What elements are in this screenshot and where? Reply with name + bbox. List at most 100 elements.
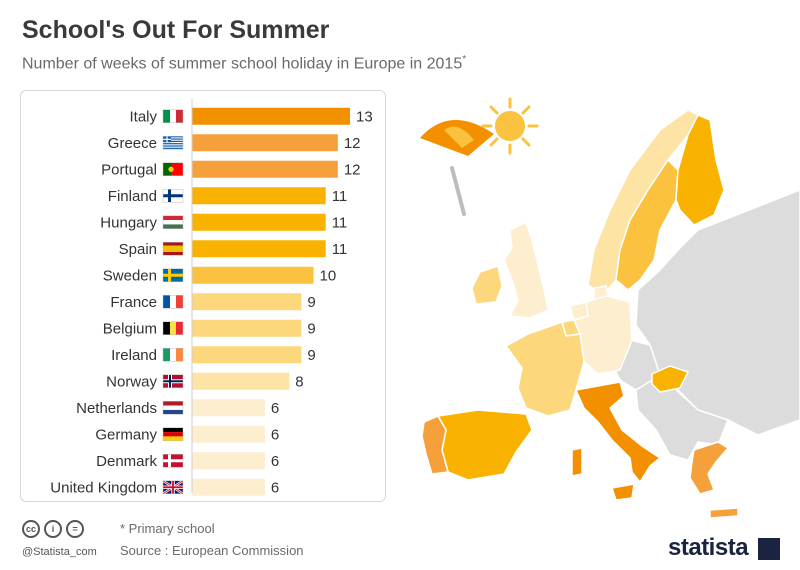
category-label: Spain xyxy=(119,241,157,258)
footnote: * Primary school xyxy=(120,521,215,536)
category-label: Hungary xyxy=(100,214,157,231)
map-crete xyxy=(709,507,739,519)
chart-title: School's Out For Summer xyxy=(22,16,330,44)
category-label: Italy xyxy=(129,108,157,125)
bar xyxy=(192,319,302,337)
bar xyxy=(192,452,265,470)
bar-row-germany: Germany 6 xyxy=(95,425,279,443)
map-germany xyxy=(572,295,633,375)
umbrella-canopy-stripe xyxy=(444,126,474,148)
bar-row-netherlands: Netherlands 6 xyxy=(76,399,279,417)
bar-chart-panel: Italy 13 Greece 12 Portugal 12 Finland 11 Hungar… xyxy=(20,90,386,502)
map-portugal xyxy=(421,415,449,475)
value-label: 13 xyxy=(356,108,373,125)
category-label: Denmark xyxy=(96,453,157,470)
sun-disc xyxy=(495,111,525,141)
map-sardinia xyxy=(571,447,583,477)
bar xyxy=(192,160,338,178)
europe-map xyxy=(398,90,800,530)
bar xyxy=(192,266,314,284)
bar-row-ireland: Ireland 9 xyxy=(111,346,316,364)
bar xyxy=(192,478,265,496)
value-label: 6 xyxy=(271,400,279,417)
bar-row-france: France 9 xyxy=(110,293,316,311)
flag-gr-icon xyxy=(162,136,184,150)
bar-row-united-kingdom: United Kingdom 6 xyxy=(50,478,279,496)
category-label: Portugal xyxy=(101,161,157,178)
flag-nl-icon xyxy=(162,401,184,415)
sun-illustration xyxy=(481,97,539,155)
map-italy xyxy=(574,381,662,484)
flag-fr-icon xyxy=(162,295,184,309)
value-label: 6 xyxy=(271,479,279,496)
bar xyxy=(192,213,326,231)
flag-no-icon xyxy=(162,374,184,388)
bar-row-denmark: Denmark 6 xyxy=(96,452,279,470)
flag-gb-icon xyxy=(162,479,184,495)
category-label: United Kingdom xyxy=(50,479,157,496)
flag-be-icon xyxy=(162,321,184,335)
value-label: 11 xyxy=(332,188,348,205)
value-label: 9 xyxy=(307,320,315,337)
flag-ie-icon xyxy=(162,348,184,362)
value-label: 9 xyxy=(307,347,315,364)
bar xyxy=(192,187,326,205)
map-finland xyxy=(675,114,725,226)
category-label: Belgium xyxy=(103,320,157,337)
no-derivatives-icon: = xyxy=(66,520,84,538)
bar-row-norway: Norway 8 xyxy=(106,372,304,390)
bar xyxy=(192,293,302,311)
value-label: 11 xyxy=(332,241,348,258)
attribution-icon: i xyxy=(44,520,62,538)
value-label: 9 xyxy=(307,294,315,311)
category-label: Sweden xyxy=(103,267,157,284)
source-note: Source : European Commission xyxy=(120,543,304,558)
bar xyxy=(192,240,326,258)
bar xyxy=(192,134,338,152)
map-uk xyxy=(503,220,549,319)
bar-row-spain: Spain 11 xyxy=(119,240,348,258)
bar xyxy=(192,346,302,364)
bar-row-belgium: Belgium 9 xyxy=(103,319,316,337)
map-balkans xyxy=(635,374,729,461)
statista-logo-mark xyxy=(758,538,780,560)
subtitle-text: Number of weeks of summer school holiday… xyxy=(22,55,463,73)
category-label: Germany xyxy=(95,426,157,443)
map-hungary xyxy=(651,365,690,393)
chart-subtitle: Number of weeks of summer school holiday… xyxy=(22,54,466,73)
map-ireland xyxy=(471,265,503,305)
subtitle-footnote-mark: * xyxy=(462,54,467,65)
bar-row-portugal: Portugal 12 xyxy=(101,160,361,178)
category-label: Greece xyxy=(108,135,157,152)
bar-row-hungary: Hungary 11 xyxy=(100,213,348,231)
statista-handle[interactable]: @Statista_com xyxy=(22,546,97,558)
bar xyxy=(192,107,350,125)
value-label: 8 xyxy=(295,373,303,390)
category-label: Norway xyxy=(106,373,157,390)
bar-row-sweden: Sweden 10 xyxy=(103,266,337,284)
bar-row-greece: Greece 12 xyxy=(108,134,361,152)
map-greece xyxy=(689,441,730,495)
bar xyxy=(192,399,265,417)
value-label: 10 xyxy=(320,267,337,284)
flag-es-icon xyxy=(162,242,184,256)
footer: cc i = @Statista_com * Primary school So… xyxy=(0,510,800,570)
bar xyxy=(192,372,290,390)
value-label: 12 xyxy=(344,135,361,152)
bar-row-finland: Finland 11 xyxy=(108,187,347,205)
statista-logo[interactable]: statista xyxy=(668,534,749,561)
value-label: 11 xyxy=(332,214,348,231)
umbrella-illustration xyxy=(420,119,494,216)
category-label: France xyxy=(110,294,157,311)
flag-de-icon xyxy=(162,427,184,441)
map-france xyxy=(504,321,585,417)
category-label: Netherlands xyxy=(76,400,157,417)
category-label: Finland xyxy=(108,188,157,205)
flag-se-icon xyxy=(162,268,184,282)
flag-it-icon xyxy=(162,109,184,123)
value-label: 6 xyxy=(271,426,279,443)
value-label: 12 xyxy=(344,161,361,178)
flag-hu-icon xyxy=(162,215,184,229)
flag-pt-icon xyxy=(162,162,184,176)
